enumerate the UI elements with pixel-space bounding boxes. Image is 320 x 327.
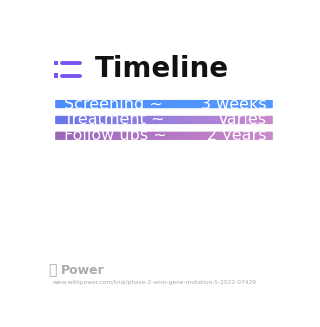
Text: www.withpower.com/trial/phase-2-amn-gene-mutation-5-2022-07429: www.withpower.com/trial/phase-2-amn-gene… (52, 280, 256, 285)
Text: Power: Power (61, 264, 105, 277)
Text: 2 years: 2 years (207, 128, 267, 143)
Text: 3 weeks: 3 weeks (201, 96, 267, 112)
Text: Screening ~: Screening ~ (64, 96, 163, 112)
Text: ␧: ␧ (48, 263, 57, 277)
FancyBboxPatch shape (54, 74, 58, 78)
Text: Varies: Varies (218, 112, 267, 128)
Text: Timeline: Timeline (95, 56, 229, 83)
Text: Follow ups ~: Follow ups ~ (64, 128, 166, 143)
Text: Treatment ~: Treatment ~ (64, 112, 164, 128)
FancyBboxPatch shape (54, 61, 58, 65)
